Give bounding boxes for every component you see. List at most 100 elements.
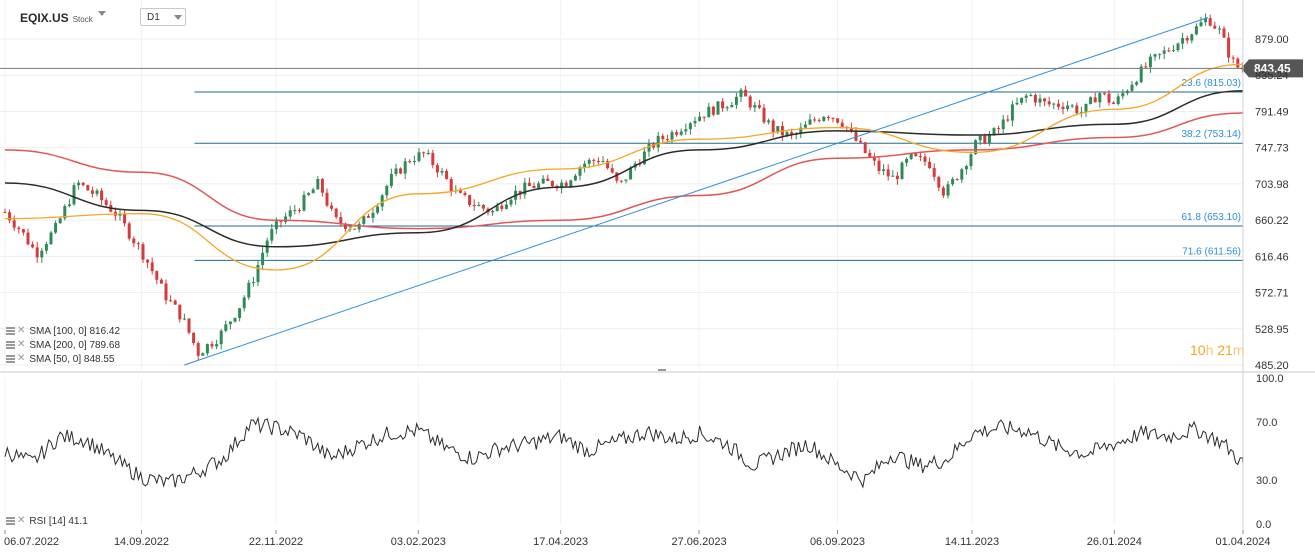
close-icon[interactable]: ✕ — [17, 353, 26, 364]
x-tick-label: 14.11.2023 — [945, 536, 999, 548]
candle-body — [403, 161, 407, 174]
candle-body — [974, 140, 978, 155]
candle-body — [583, 163, 587, 168]
candle-body — [776, 125, 780, 133]
candle-body — [1015, 102, 1019, 105]
y-tick-label: 572.71 — [1255, 288, 1289, 300]
candle-body — [251, 282, 255, 284]
candle-body — [238, 308, 242, 318]
symbol-dropdown-icon[interactable] — [98, 11, 106, 16]
symbol-name: EQIX.US — [20, 11, 69, 25]
candle-body — [491, 211, 495, 213]
candle-body — [247, 282, 251, 298]
candle-body — [578, 167, 582, 176]
close-icon[interactable]: ✕ — [17, 515, 26, 526]
candle-body — [297, 209, 301, 211]
candle-body — [546, 178, 550, 181]
candle-body — [1112, 102, 1116, 104]
candle-body — [1033, 94, 1037, 103]
candle-body — [196, 343, 200, 356]
candle-body — [1213, 25, 1217, 29]
candle-body — [17, 227, 21, 230]
candle-body — [210, 344, 214, 347]
candle-body — [734, 96, 738, 105]
candle-body — [537, 183, 541, 189]
candle-body — [872, 156, 876, 161]
candle-body — [882, 169, 886, 172]
candle-body — [665, 139, 669, 141]
candle-body — [799, 127, 803, 134]
fib-level-label: 61.8 (653.10) — [1182, 212, 1242, 223]
candle-body — [817, 120, 821, 122]
candle-body — [270, 229, 274, 241]
settings-icon[interactable] — [6, 341, 15, 349]
candle-body — [863, 142, 867, 153]
chevron-down-icon — [174, 15, 182, 20]
candle-body — [173, 300, 177, 305]
candle-body — [721, 101, 725, 109]
candle-body — [744, 89, 748, 97]
candle-body — [320, 179, 324, 193]
candle-body — [201, 353, 205, 356]
candle-body — [12, 220, 16, 228]
candle-body — [675, 132, 679, 135]
candle-body — [1116, 96, 1120, 104]
legend-sma-100: ✕ SMA [100, 0] 816.42 — [6, 325, 120, 337]
close-icon[interactable]: ✕ — [17, 339, 26, 350]
candle-body — [288, 210, 292, 217]
candle-body — [495, 205, 499, 212]
settings-icon[interactable] — [6, 355, 15, 363]
candle-body — [219, 330, 223, 345]
sma-50-line — [4, 63, 1244, 271]
candle-body — [325, 192, 329, 206]
candle-body — [316, 179, 320, 190]
candle-body — [192, 332, 196, 344]
candle-body — [31, 244, 35, 248]
candle-body — [822, 116, 826, 121]
rsi-tick-label: 70.0 — [1256, 417, 1277, 429]
candle-body — [767, 120, 771, 123]
candle-body — [960, 169, 964, 180]
candle-body — [1043, 98, 1047, 102]
candle-body — [159, 279, 163, 284]
candle-body — [90, 190, 94, 194]
y-tick-label: 485.20 — [1255, 360, 1289, 372]
candle-body — [21, 229, 25, 233]
close-icon[interactable]: ✕ — [17, 325, 26, 336]
candle-body — [560, 182, 564, 189]
moving-averages — [4, 63, 1244, 271]
candle-body — [1135, 82, 1139, 85]
timeframe-value: D1 — [147, 12, 160, 23]
fib-level-label: 71.6 (611.56) — [1182, 246, 1241, 257]
candle-body — [274, 221, 278, 230]
candle-body — [449, 179, 453, 191]
y-tick-label: 660.22 — [1255, 215, 1289, 227]
candle-body — [1038, 98, 1042, 103]
candle-body — [399, 168, 403, 174]
candle-body — [339, 217, 343, 224]
candle-body — [376, 206, 380, 213]
candle-body — [573, 175, 577, 181]
candle-body — [790, 132, 794, 135]
candle-body — [1066, 105, 1070, 110]
candle-body — [918, 156, 922, 158]
candle-body — [1176, 43, 1180, 51]
candle-body — [1121, 93, 1125, 97]
candle-body — [550, 180, 554, 186]
settings-icon[interactable] — [6, 327, 15, 335]
candle-body — [49, 232, 53, 245]
timeframe-select[interactable]: D1 — [140, 8, 186, 26]
candle-body — [67, 204, 71, 207]
symbol-selector[interactable]: EQIX.US Stock — [20, 11, 93, 25]
candle-body — [937, 176, 941, 188]
x-tick-label: 03.02.2023 — [391, 536, 446, 548]
settings-icon[interactable] — [6, 517, 15, 525]
candle-body — [1130, 84, 1134, 91]
candle-body — [859, 140, 863, 143]
candle-body — [44, 244, 48, 251]
candle-body — [615, 172, 619, 181]
candle-body — [187, 318, 191, 333]
candle-body — [371, 212, 375, 218]
candle-body — [1167, 50, 1171, 52]
